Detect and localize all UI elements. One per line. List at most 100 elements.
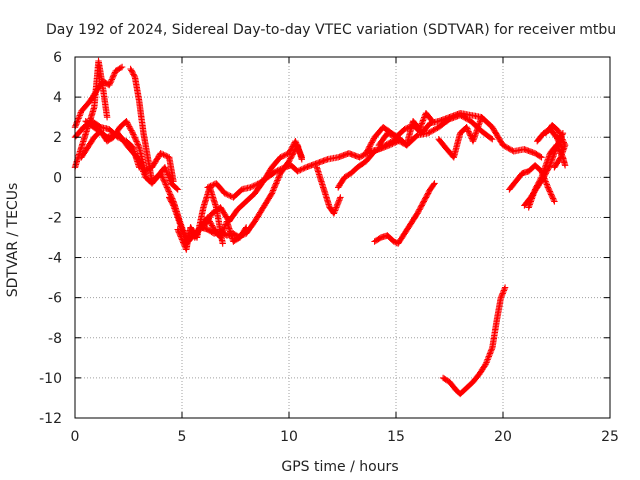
data-point xyxy=(202,226,205,229)
y-tick-labels: -12 -10 -8 -6 -4 -2 0 2 4 6 xyxy=(39,50,62,427)
series-trace-q xyxy=(435,114,485,161)
data-point xyxy=(442,377,444,379)
data-point xyxy=(106,140,108,143)
series-trace-x xyxy=(534,126,567,153)
data-point xyxy=(465,126,468,128)
data-point xyxy=(185,248,188,251)
data-point xyxy=(87,146,89,149)
data-point xyxy=(534,152,536,155)
data-point xyxy=(343,176,346,179)
data-point xyxy=(373,150,376,153)
y-tick-label: -10 xyxy=(39,371,62,387)
data-point xyxy=(168,156,170,159)
data-point xyxy=(102,86,104,88)
y-tick-label: 4 xyxy=(53,90,62,106)
data-point xyxy=(420,132,423,135)
data-point xyxy=(80,146,83,149)
data-point xyxy=(393,240,395,243)
data-point xyxy=(431,120,434,122)
data-point xyxy=(245,232,247,235)
data-point xyxy=(121,66,123,68)
y-tick-label: -12 xyxy=(39,411,62,427)
data-point xyxy=(236,208,239,211)
data-point xyxy=(131,132,134,135)
data-point xyxy=(549,128,551,130)
data-point xyxy=(176,228,179,231)
data-point xyxy=(448,381,451,383)
data-point xyxy=(249,186,252,189)
data-point xyxy=(159,152,162,155)
data-point xyxy=(465,387,468,389)
data-point xyxy=(211,212,213,215)
data-point xyxy=(470,120,472,122)
x-tick-label: 5 xyxy=(178,429,187,445)
data-point xyxy=(219,236,222,239)
x-tick-label: 10 xyxy=(280,429,298,445)
data-point xyxy=(536,140,539,143)
data-point xyxy=(80,156,83,159)
data-point xyxy=(95,128,98,130)
data-point xyxy=(480,130,483,133)
data-point xyxy=(328,206,331,209)
data-point xyxy=(106,136,108,139)
data-point xyxy=(166,186,168,189)
data-point xyxy=(382,126,384,128)
data-point xyxy=(91,120,93,122)
data-point xyxy=(138,100,140,102)
data-point xyxy=(384,144,387,147)
data-point xyxy=(564,144,566,147)
data-point xyxy=(232,196,235,199)
data-point xyxy=(294,140,297,143)
data-point xyxy=(181,228,183,231)
data-point xyxy=(356,166,359,169)
data-point xyxy=(348,152,350,155)
data-point xyxy=(279,156,282,159)
data-point xyxy=(386,234,389,237)
series-trace-r xyxy=(371,180,438,247)
series-trace-m xyxy=(313,164,344,217)
data-point xyxy=(551,124,554,126)
x-tick-labels: 0 5 10 15 20 25 xyxy=(71,429,619,445)
data-point xyxy=(275,170,277,173)
data-point xyxy=(416,134,419,137)
data-point xyxy=(108,84,111,86)
data-point xyxy=(114,70,117,72)
data-point xyxy=(515,180,517,183)
data-point xyxy=(228,220,230,223)
data-point xyxy=(142,132,145,135)
data-point xyxy=(164,166,166,169)
data-point xyxy=(397,242,399,245)
data-point xyxy=(337,186,340,189)
data-point xyxy=(138,160,140,163)
data-point xyxy=(433,182,436,185)
data-point xyxy=(213,228,215,231)
data-point xyxy=(206,228,209,231)
data-point xyxy=(333,212,335,215)
data-point xyxy=(373,240,376,243)
data-point xyxy=(412,120,414,122)
data-point xyxy=(358,156,361,159)
data-point xyxy=(290,164,292,167)
data-point xyxy=(119,126,121,128)
series-trace-p xyxy=(362,110,436,157)
data-point xyxy=(365,160,367,163)
data-point xyxy=(202,206,205,209)
data-point xyxy=(540,176,543,179)
data-point xyxy=(288,160,290,163)
data-point xyxy=(562,148,564,151)
data-point xyxy=(427,132,429,135)
data-point xyxy=(459,112,462,114)
y-tick-label: 6 xyxy=(53,50,62,66)
data-point xyxy=(373,136,376,139)
data-point xyxy=(423,200,425,203)
data-point xyxy=(429,122,432,124)
data-point xyxy=(97,60,100,62)
data-point xyxy=(172,204,175,207)
data-point xyxy=(523,148,526,151)
data-point xyxy=(472,140,474,143)
data-point xyxy=(108,128,111,130)
data-point xyxy=(168,196,170,199)
data-point xyxy=(279,172,282,175)
data-point xyxy=(93,136,96,139)
